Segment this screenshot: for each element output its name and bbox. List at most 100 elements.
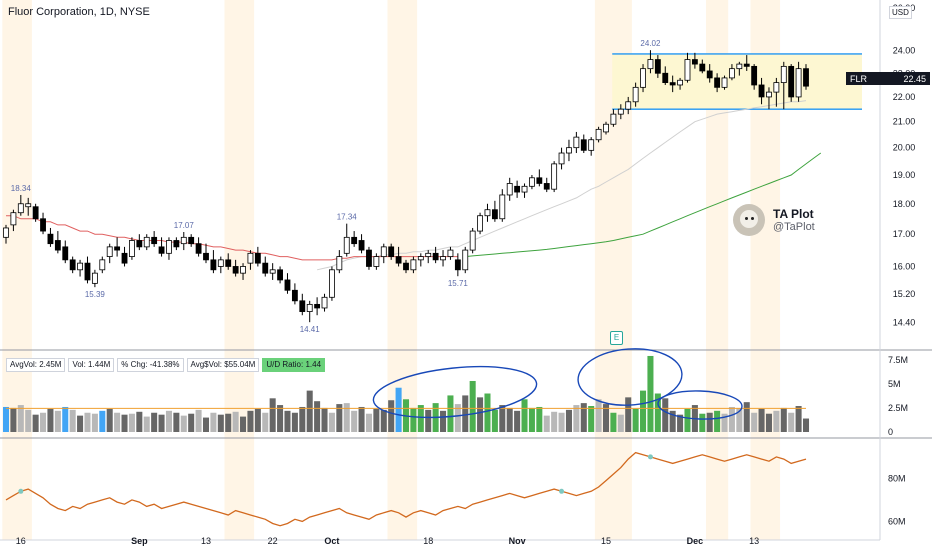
- volume-bar: [395, 387, 402, 432]
- candle-body: [469, 230, 476, 251]
- volume-bar: [543, 415, 550, 432]
- candle-body: [529, 177, 535, 187]
- volume-bar: [647, 355, 654, 432]
- candle-body: [69, 259, 76, 271]
- candle: [158, 237, 165, 257]
- candle: [521, 183, 528, 198]
- oscillator-marker: [18, 488, 24, 494]
- price-axis-tick: 18.00: [893, 199, 916, 209]
- price-extreme-label: 15.39: [85, 290, 106, 299]
- candle: [188, 234, 195, 247]
- candle: [469, 227, 476, 254]
- candle-body: [514, 185, 521, 193]
- candle: [17, 194, 24, 216]
- candle: [358, 234, 365, 254]
- candle-body: [773, 82, 780, 93]
- price-axis-tick: 14.40: [893, 318, 916, 328]
- volume-bar: [551, 411, 558, 432]
- candle-body: [758, 84, 765, 98]
- price-extreme-label: 24.02: [640, 39, 661, 48]
- volume-bar: [291, 412, 298, 432]
- range-box: [612, 53, 862, 110]
- volume-bar: [62, 406, 69, 432]
- currency-label[interactable]: USD: [889, 6, 912, 19]
- candle-body: [277, 269, 283, 281]
- candle-body: [743, 63, 750, 67]
- candle-body: [269, 269, 276, 274]
- volume-bar: [677, 414, 684, 432]
- volume-stats-bar: AvgVol: 2.45M Vol: 1.44M % Chg: -41.38% …: [6, 358, 326, 372]
- candle-body: [247, 252, 254, 264]
- candle: [795, 61, 802, 102]
- candle-body: [410, 259, 417, 271]
- candle: [77, 259, 83, 277]
- candle: [203, 243, 209, 264]
- volume-bar: [99, 410, 106, 432]
- candle: [743, 55, 750, 71]
- candle-body: [284, 279, 291, 291]
- volume-bar: [484, 393, 491, 432]
- candle-body: [380, 246, 387, 257]
- volume-bar: [773, 410, 780, 432]
- volume-bar: [343, 403, 350, 432]
- candle: [195, 237, 202, 257]
- candle-body: [336, 256, 343, 271]
- candle: [699, 59, 706, 74]
- volume-bar: [751, 412, 758, 432]
- volume-bar: [173, 412, 180, 432]
- volume-bar: [373, 408, 380, 432]
- candle: [773, 77, 780, 107]
- volume-bar: [128, 413, 135, 432]
- candle-body: [647, 59, 654, 70]
- volume-axis-tick: 5M: [888, 379, 901, 389]
- stat-avg-vol: AvgVol: 2.45M: [6, 358, 66, 372]
- candle: [566, 139, 572, 162]
- candle: [62, 240, 69, 264]
- volume-bar: [765, 413, 772, 432]
- candle-body: [232, 266, 239, 274]
- volume-bar: [69, 409, 76, 432]
- volume-bar: [91, 413, 98, 432]
- volume-bar: [617, 414, 624, 432]
- volume-bar: [669, 410, 676, 432]
- volume-bar: [277, 405, 284, 432]
- oscillator-axis-tick: 80M: [888, 473, 906, 483]
- candle: [588, 137, 595, 156]
- stat-avg-dollar-vol: Avg$Vol: $55.04M: [186, 358, 260, 372]
- candle-body: [588, 139, 595, 151]
- volume-bar: [417, 405, 424, 432]
- candle-body: [595, 128, 602, 141]
- candle: [536, 169, 543, 187]
- candle-body: [151, 236, 158, 245]
- candle-body: [17, 203, 24, 214]
- oscillator-pane: [5, 451, 807, 527]
- candle: [225, 253, 232, 270]
- volume-bar: [136, 411, 143, 432]
- candle: [462, 246, 469, 274]
- candle: [388, 243, 395, 260]
- volume-bar: [262, 412, 269, 432]
- candle-body: [136, 240, 143, 248]
- time-axis-tick: Nov: [509, 536, 526, 546]
- candle: [580, 134, 587, 154]
- candle: [143, 234, 150, 251]
- candle: [343, 223, 350, 257]
- time-axis-tick: 18: [423, 536, 433, 546]
- candle-body: [373, 256, 380, 267]
- candle-body: [699, 63, 706, 72]
- candle: [254, 246, 261, 267]
- candle-body: [321, 296, 328, 309]
- candle-body: [54, 240, 61, 251]
- earnings-icon[interactable]: E: [610, 331, 623, 345]
- candle-body: [506, 183, 513, 196]
- volume-bar: [536, 406, 543, 432]
- volume-bar: [491, 409, 498, 432]
- candle-body: [603, 123, 609, 133]
- candle-body: [580, 139, 587, 151]
- annotation-circle: [372, 365, 538, 419]
- candle: [669, 75, 676, 93]
- volume-bar: [565, 409, 572, 432]
- candle: [654, 55, 661, 78]
- candle: [484, 203, 491, 222]
